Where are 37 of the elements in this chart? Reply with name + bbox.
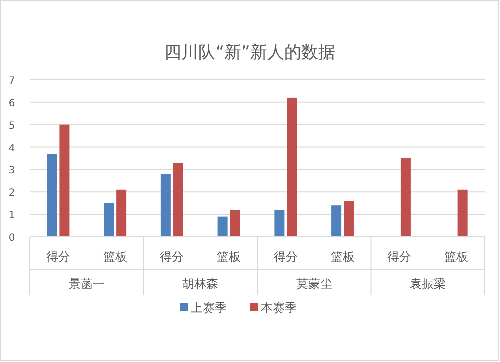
chart-title: 四川队“新”新人的数据 <box>164 43 336 63</box>
x-tick-label: 篮板 <box>217 250 242 264</box>
x-tick-label: 得分 <box>388 250 412 264</box>
text: 袁振梁 <box>410 277 446 291</box>
x-tick-label: 篮板 <box>330 250 355 264</box>
y-tick-label: 0 <box>8 233 16 244</box>
bar <box>400 158 411 237</box>
y-tick-label: 5 <box>8 120 16 132</box>
bar <box>173 162 184 237</box>
x-tick-label: 篮板 <box>103 250 128 264</box>
bar <box>218 216 228 237</box>
text: 景菡一 <box>68 277 105 291</box>
bar <box>287 98 298 237</box>
y-tick-label: 1 <box>8 210 16 222</box>
bar <box>47 154 58 237</box>
bar <box>458 190 468 237</box>
bar <box>274 210 285 237</box>
bar <box>332 206 342 237</box>
x-tick-label: 得分 <box>46 250 70 264</box>
text: 胡林森 <box>182 277 219 291</box>
y-tick-label: 6 <box>8 98 16 110</box>
bar <box>104 203 114 237</box>
x-tick-label: 篮板 <box>444 250 469 264</box>
legend-label: 本赛季 <box>261 301 297 315</box>
y-tick-label: 7 <box>8 76 16 87</box>
bar <box>160 174 171 237</box>
bar <box>230 210 240 237</box>
bar <box>116 190 127 237</box>
y-tick-label: 4 <box>8 143 16 154</box>
y-tick-label: 3 <box>8 166 16 177</box>
x-tick-label: 得分 <box>274 250 298 264</box>
y-tick-label: 2 <box>8 188 16 200</box>
text: 莫蒙尘 <box>296 277 332 291</box>
x-tick-label: 得分 <box>160 250 184 264</box>
bar <box>344 201 354 237</box>
legend-label: 上赛季 <box>191 301 227 315</box>
bar <box>60 124 70 237</box>
